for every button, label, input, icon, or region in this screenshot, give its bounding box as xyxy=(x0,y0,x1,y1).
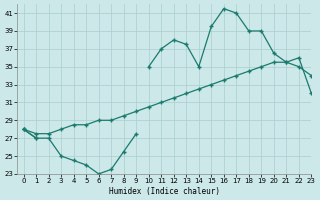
X-axis label: Humidex (Indice chaleur): Humidex (Indice chaleur) xyxy=(109,187,220,196)
